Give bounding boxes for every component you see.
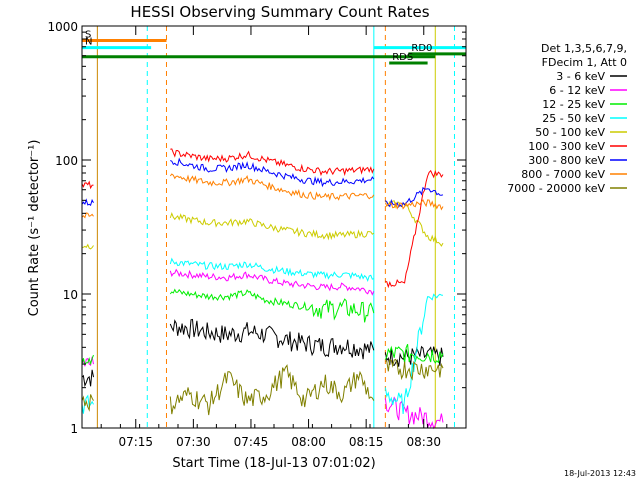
x-tick-label: 07:45	[234, 435, 269, 449]
x-tick-label: 08:30	[406, 435, 441, 449]
series-line	[170, 157, 375, 188]
legend-label: 100 - 300 keV	[528, 140, 605, 153]
series-line	[385, 200, 444, 247]
x-tick-label: 07:30	[176, 435, 211, 449]
y-tick-label: 100	[55, 154, 78, 168]
series-line	[81, 198, 94, 206]
x-tick-label: 08:00	[291, 435, 326, 449]
series-line	[169, 268, 375, 296]
series-line	[169, 318, 375, 360]
series-line	[169, 173, 375, 201]
legend-label: 300 - 800 keV	[528, 154, 605, 167]
y-tick-label: 1	[70, 422, 78, 436]
flag-label: N	[85, 37, 92, 48]
series-line	[81, 354, 94, 366]
series-line	[384, 345, 444, 367]
y-tick-label: 1000	[47, 20, 78, 34]
flag-label: S	[85, 29, 91, 40]
legend-label: 6 - 12 keV	[549, 84, 605, 97]
x-axis-ticks: 07:15 07:30 07:45 08:00 08:15 08:30	[81, 26, 467, 449]
series-line	[384, 293, 444, 415]
series-line	[81, 394, 94, 412]
series-line	[169, 364, 375, 416]
series-line	[81, 243, 94, 250]
series-line	[169, 288, 375, 323]
flag-label: RD0	[411, 43, 432, 54]
footer-timestamp: 18-Jul-2013 12:43	[564, 469, 636, 478]
series-line	[385, 169, 444, 289]
series-line	[81, 180, 94, 190]
y-axis-label: Count Rate (s⁻¹ detector⁻¹)	[27, 140, 42, 317]
legend-label: 800 - 7000 keV	[521, 168, 605, 181]
series-line	[170, 148, 375, 177]
series-line	[81, 212, 94, 219]
legend-label: 25 - 50 keV	[542, 112, 605, 125]
y-axis-ticks: 1 10 100 1000	[47, 20, 466, 436]
series-line	[169, 211, 375, 241]
legend-label: 50 - 100 keV	[535, 126, 605, 139]
series-line	[384, 396, 444, 430]
legend-header: FDecim 1, Att 0	[542, 56, 627, 69]
series-line	[169, 257, 374, 282]
legend-label: 7000 - 20000 keV	[507, 182, 605, 195]
legend-header: Det 1,3,5,6,7,9,	[541, 42, 627, 55]
chart-title: HESSI Observing Summary Count Rates	[130, 3, 429, 21]
y-tick-label: 10	[63, 288, 78, 302]
series-line	[81, 394, 94, 414]
flag-label: RDS	[392, 52, 413, 63]
legend: Det 1,3,5,6,7,9,FDecim 1, Att 03 - 6 keV…	[507, 42, 627, 195]
x-tick-label: 08:15	[349, 435, 384, 449]
x-tick-label: 07:15	[118, 435, 153, 449]
series-line	[384, 344, 444, 364]
series-line	[385, 358, 444, 381]
series-line	[81, 369, 94, 388]
x-axis-label: Start Time (18-Jul-13 07:01:02)	[172, 456, 375, 471]
legend-label: 12 - 25 keV	[542, 98, 605, 111]
legend-label: 3 - 6 keV	[556, 70, 605, 83]
series-line	[384, 199, 444, 211]
